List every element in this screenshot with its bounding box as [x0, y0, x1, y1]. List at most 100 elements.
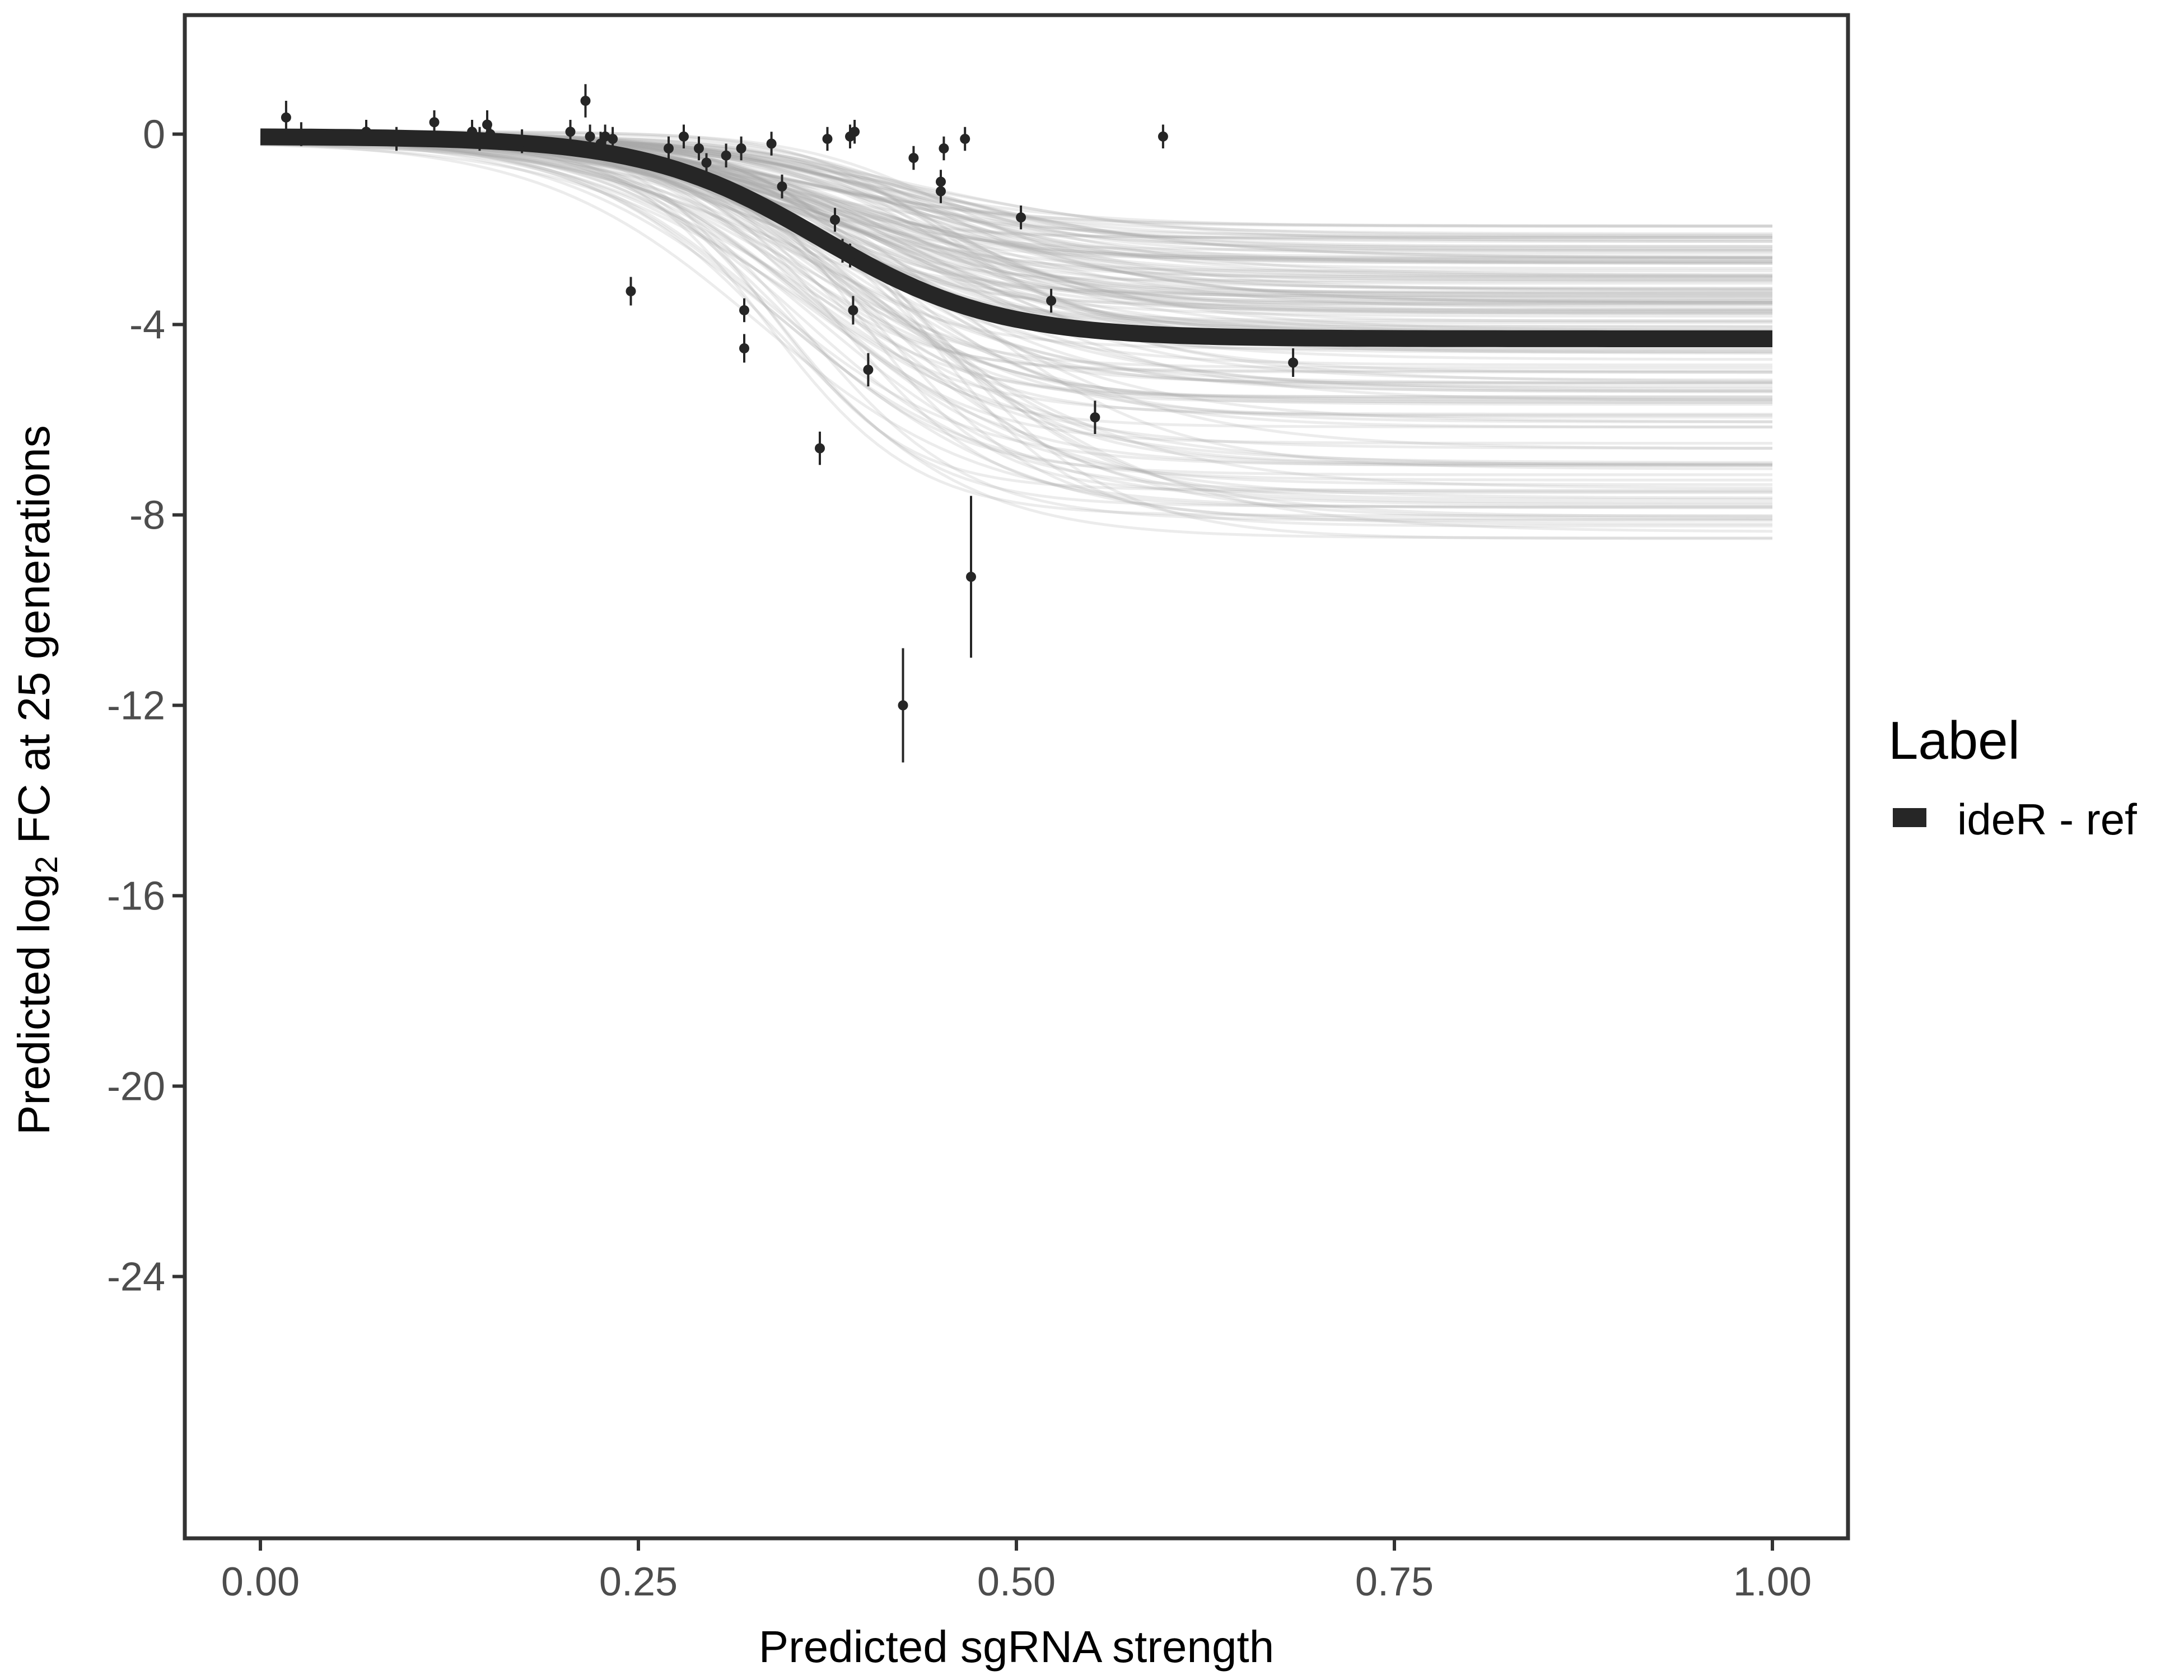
fit-line — [260, 128, 1772, 347]
data-point-group — [815, 431, 825, 465]
x-tick-label: 0.25 — [599, 1560, 678, 1604]
posterior-draw-line — [260, 142, 1772, 279]
data-point — [837, 245, 848, 256]
data-point-group — [837, 239, 848, 263]
data-point-group — [766, 132, 777, 156]
posterior-draw-line — [260, 140, 1772, 404]
data-point — [474, 134, 485, 144]
posterior-draw-line — [260, 143, 1772, 464]
data-point — [429, 117, 440, 128]
posterior-draw-line — [260, 138, 1772, 394]
data-point-group — [822, 127, 833, 151]
data-point-group — [830, 208, 840, 232]
data-point — [822, 134, 833, 144]
data-point — [1046, 296, 1057, 306]
posterior-draw-line — [260, 138, 1772, 506]
plot-panel-border — [183, 13, 1850, 1541]
data-point-group — [281, 101, 291, 134]
posterior-draw-line — [260, 142, 1772, 510]
data-point — [361, 127, 371, 137]
data-point — [863, 365, 874, 375]
posterior-draw-line — [260, 133, 1772, 520]
posterior-draw-line — [260, 136, 1772, 450]
posterior-draw-line — [260, 136, 1772, 526]
data-point-group — [1158, 124, 1168, 148]
data-point — [966, 572, 976, 582]
data-point — [766, 138, 777, 149]
data-point-group — [1016, 206, 1026, 230]
data-point-group — [736, 136, 746, 161]
y-axis: 0 -4 -8 -12 -16 -20 -24 — [107, 113, 183, 1300]
x-tick-label: 0.00 — [221, 1560, 300, 1604]
data-point-group — [848, 296, 858, 325]
data-point — [908, 153, 919, 163]
posterior-draw-line — [260, 143, 1772, 355]
posterior-draw-line — [260, 143, 1773, 489]
data-point-group — [485, 122, 496, 146]
data-point-group — [585, 124, 595, 148]
posterior-draw-line — [260, 130, 1772, 385]
data-point — [739, 343, 749, 353]
posterior-draw-line — [260, 137, 1772, 313]
data-point — [736, 143, 746, 153]
data-point-group — [517, 129, 528, 153]
y-tick-label: -8 — [129, 493, 165, 538]
data-point-group — [580, 84, 591, 118]
data-point — [595, 138, 606, 149]
posterior-draw-line — [260, 141, 1772, 522]
data-point — [679, 131, 689, 142]
posterior-draw-line — [260, 130, 1772, 281]
posterior-draw-line — [260, 137, 1772, 388]
data-point — [739, 305, 749, 315]
data-point — [1090, 412, 1100, 423]
data-point-group — [664, 136, 674, 161]
posterior-draw-line — [260, 136, 1772, 467]
legend-title: Label — [1888, 711, 2020, 771]
data-points-layer — [281, 84, 1299, 763]
x-axis-title: Predicted sgRNA strength — [759, 1622, 1274, 1672]
data-point-group — [939, 136, 949, 161]
x-tick-label: 1.00 — [1733, 1560, 1812, 1604]
data-point-group — [701, 153, 712, 172]
data-point-group — [1288, 348, 1299, 377]
posterior-draw-line — [260, 134, 1772, 466]
data-point-group — [850, 120, 860, 144]
data-point — [485, 129, 496, 139]
data-point — [830, 214, 840, 225]
data-point-group — [908, 146, 919, 170]
data-point-group — [845, 244, 855, 268]
y-tick-label: -16 — [107, 874, 165, 919]
data-point — [391, 134, 402, 144]
x-tick-label: 0.75 — [1355, 1560, 1434, 1604]
posterior-draw-line — [260, 141, 1772, 508]
y-axis-title-suffix: FC at 25 generations — [9, 425, 59, 856]
data-point-group — [739, 334, 749, 363]
data-point-group — [391, 127, 402, 151]
data-point — [845, 250, 855, 261]
data-point — [960, 134, 970, 144]
y-axis-title-prefix: Predicted log — [9, 874, 59, 1135]
data-point — [939, 143, 949, 153]
data-point — [721, 150, 731, 161]
data-point — [777, 181, 787, 192]
data-point-group — [565, 120, 576, 144]
data-point — [1288, 357, 1299, 368]
legend-key-swatch — [1893, 808, 1926, 827]
x-axis: 0.00 0.25 0.50 0.75 1.00 — [221, 1540, 1812, 1604]
data-point-group — [626, 277, 636, 306]
data-point — [815, 443, 825, 454]
data-point — [608, 134, 618, 144]
data-point — [936, 186, 946, 197]
data-point-group — [898, 648, 908, 763]
y-tick-label: -4 — [129, 303, 165, 348]
y-tick-label: -20 — [107, 1065, 165, 1109]
posterior-draw-line — [260, 134, 1772, 500]
y-tick-label: -24 — [107, 1255, 165, 1300]
data-point — [467, 127, 477, 137]
data-point — [850, 127, 860, 137]
data-point — [517, 136, 528, 147]
y-axis-title-subscript: 2 — [29, 856, 64, 874]
fit-line-layer — [260, 128, 1772, 347]
